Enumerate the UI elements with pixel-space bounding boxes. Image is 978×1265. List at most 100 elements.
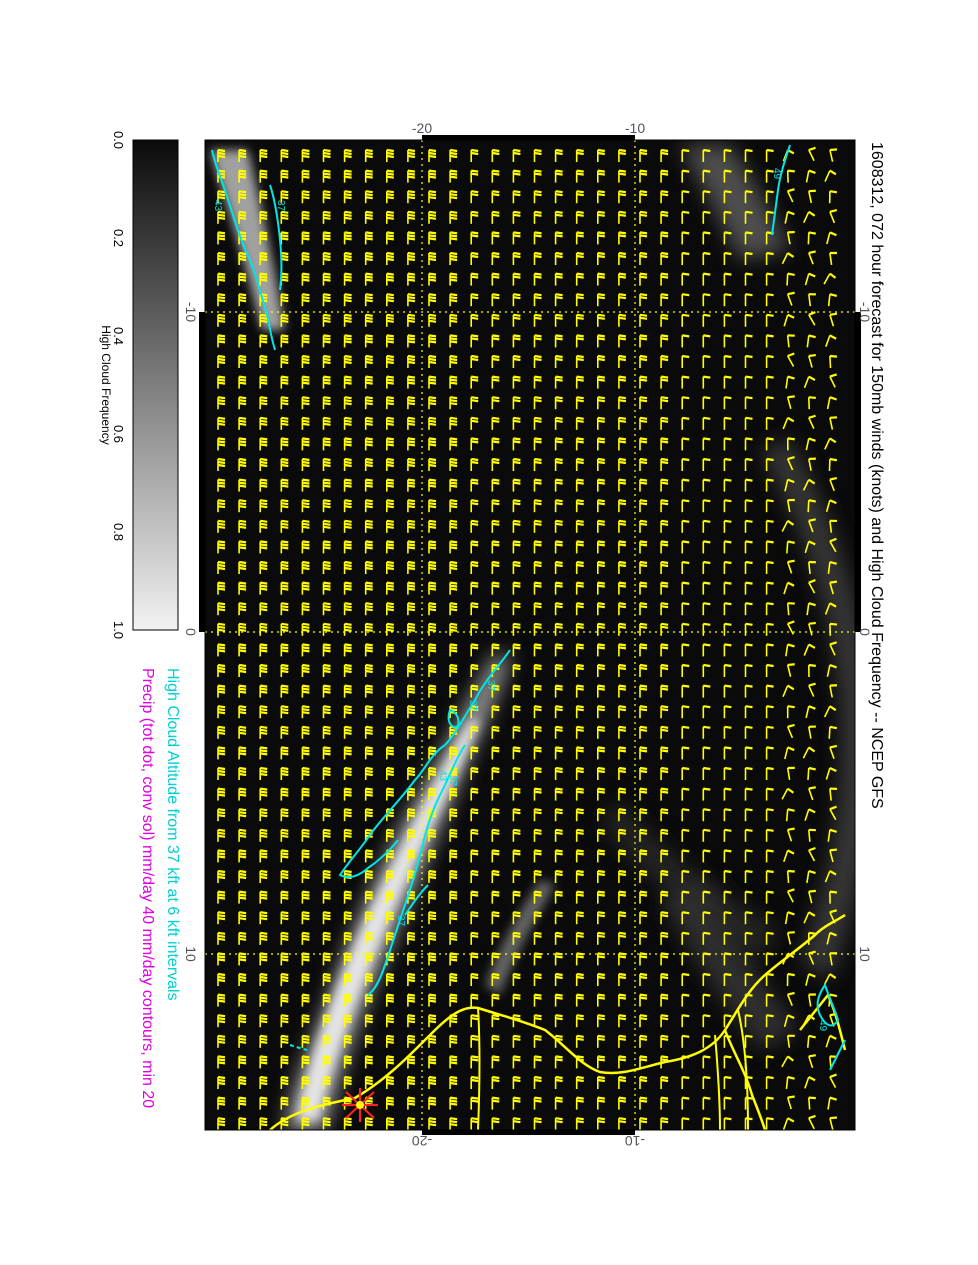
- wind-barb: [575, 499, 584, 513]
- wind-barb: [238, 1117, 247, 1130]
- wind-barb: [364, 972, 373, 986]
- wind-barb: [639, 705, 648, 719]
- wind-barb: [829, 622, 838, 636]
- wind-barb: [765, 705, 774, 719]
- wind-barb: [491, 1117, 500, 1130]
- wind-barb: [385, 293, 394, 307]
- wind-barb: [533, 190, 542, 204]
- wind-barb: [385, 1117, 394, 1130]
- wind-barb: [322, 519, 331, 533]
- wind-barb: [217, 1034, 226, 1048]
- wind-barb: [470, 1055, 479, 1069]
- wind-barb: [322, 499, 331, 513]
- wind-barb: [554, 911, 563, 925]
- wind-barb: [449, 1096, 458, 1110]
- wind-barb: [765, 725, 774, 739]
- wind-barb: [217, 437, 226, 451]
- wind-barb: [322, 375, 331, 389]
- wind-barb: [554, 272, 563, 286]
- wind-barb: [259, 1096, 268, 1110]
- wind-barb: [280, 519, 289, 533]
- wind-barb: [322, 272, 331, 286]
- wind-barb: [512, 1117, 521, 1130]
- wind-barb: [385, 457, 394, 471]
- wind-barb: [259, 190, 268, 204]
- wind-barb: [449, 560, 458, 574]
- wind-barb: [491, 416, 500, 430]
- wind-barb: [660, 272, 669, 286]
- wind-barb: [808, 786, 816, 801]
- wind-barb: [575, 705, 584, 719]
- wind-barb: [301, 519, 310, 533]
- wind-barb: [322, 416, 331, 430]
- wind-barb: [596, 169, 605, 183]
- wind-barb: [723, 210, 732, 224]
- wind-barb: [407, 478, 416, 492]
- wind-barb: [322, 540, 331, 554]
- wind-barb: [470, 581, 479, 595]
- wind-barb: [765, 849, 774, 863]
- wind-barb: [808, 621, 816, 636]
- wind-barb: [343, 622, 352, 636]
- wind-barb: [681, 375, 690, 389]
- wind-barb: [596, 293, 605, 307]
- wind-barb: [491, 828, 500, 842]
- wind-barb: [596, 602, 605, 616]
- wind-barb: [512, 746, 521, 760]
- wind-barb: [428, 169, 437, 183]
- wind-barb: [783, 581, 795, 595]
- wind-barb: [449, 375, 458, 389]
- wind-barb: [681, 1096, 690, 1110]
- wind-barb: [385, 972, 394, 986]
- wind-barb: [786, 1095, 795, 1110]
- wind-barb: [407, 231, 416, 245]
- wind-barb: [217, 499, 226, 513]
- wind-barb: [364, 766, 373, 780]
- wind-barb: [639, 1096, 648, 1110]
- wind-barb: [343, 437, 352, 451]
- wind-barb: [744, 808, 753, 822]
- wind-barb: [786, 972, 795, 987]
- wind-barb: [364, 540, 373, 554]
- wind-barb: [702, 705, 711, 719]
- wind-barb: [702, 869, 711, 883]
- wind-barb: [554, 663, 563, 677]
- wind-barb: [470, 602, 479, 616]
- wind-barb: [259, 746, 268, 760]
- wind-barb: [449, 602, 458, 616]
- wind-barb: [259, 766, 268, 780]
- wind-barb: [681, 931, 690, 945]
- wind-barb: [660, 766, 669, 780]
- wind-barb: [385, 210, 394, 224]
- wind-barb: [385, 478, 394, 492]
- wind-barb: [660, 293, 669, 307]
- wind-barb: [575, 602, 584, 616]
- wind-barb: [491, 1034, 500, 1048]
- wind-barb: [301, 581, 310, 595]
- wind-barb: [596, 622, 605, 636]
- wind-barb: [428, 1014, 437, 1028]
- wind-barb: [596, 396, 605, 410]
- wind-barb: [781, 1055, 795, 1068]
- wind-barb: [280, 643, 289, 657]
- wind-barb: [364, 911, 373, 925]
- wind-barb: [322, 1014, 331, 1028]
- wind-barb: [238, 148, 247, 162]
- wind-barb: [723, 1014, 732, 1028]
- wind-barb: [765, 457, 774, 471]
- wind-barb: [280, 993, 289, 1007]
- wind-barb: [744, 1014, 753, 1028]
- wind-barb: [449, 313, 458, 327]
- wind-barb: [618, 293, 627, 307]
- wind-barb: [829, 537, 837, 553]
- wind-barb: [829, 354, 838, 369]
- contour-bottomright: [816, 982, 840, 1027]
- wind-barb: [364, 746, 373, 760]
- contour-label: 37: [485, 680, 496, 692]
- wind-barb: [280, 869, 289, 883]
- wind-barb: [512, 890, 521, 904]
- wind-barb: [639, 396, 648, 410]
- wind-barb: [280, 375, 289, 389]
- wind-barb: [660, 663, 669, 677]
- wind-barb: [824, 437, 837, 450]
